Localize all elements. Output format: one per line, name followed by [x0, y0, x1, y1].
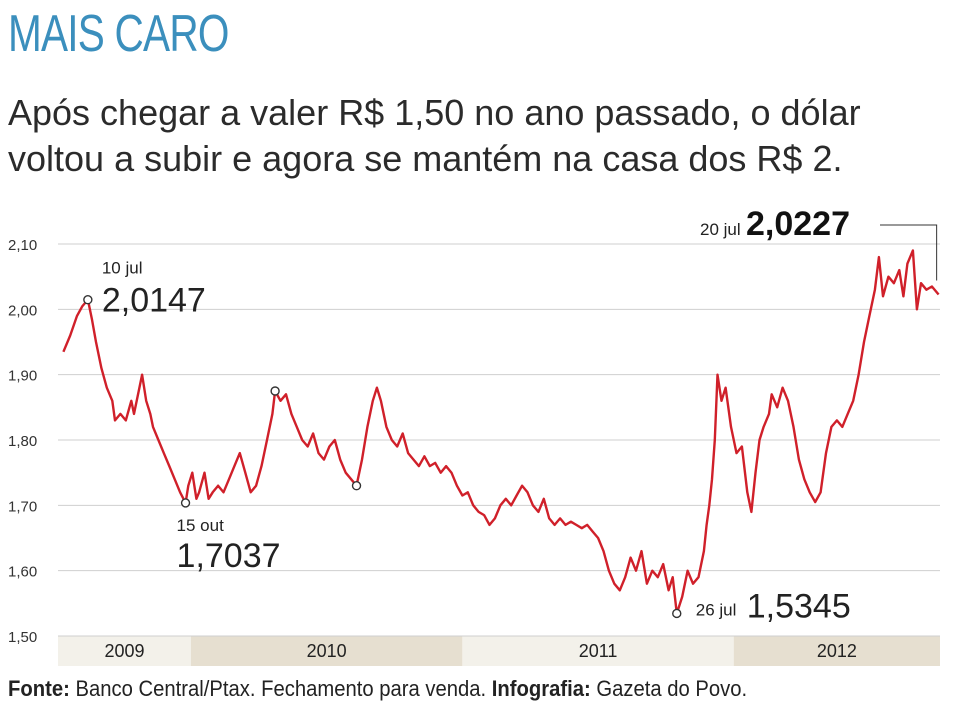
- annotation-value-3: 1,5345: [747, 587, 851, 625]
- year-band-2011: [462, 636, 734, 666]
- annotation-marker-3: [672, 608, 682, 619]
- extra-marker-1: [270, 386, 280, 396]
- graphics-text: Gazeta do Povo.: [596, 676, 748, 701]
- chart-footer: Fonte: Banco Central/Ptax. Fechamento pa…: [8, 676, 747, 702]
- source-label: Fonte:: [8, 676, 70, 701]
- annotation-date-1: 10 jul: [102, 259, 143, 278]
- year-band-label-2011: 2011: [579, 641, 618, 661]
- annotation-date-4: 20 jul: [700, 220, 741, 239]
- y-axis-ticks: 2,10 2,00 1,90 1,80 1,70 1,60 1,50: [8, 237, 37, 646]
- year-band-2009: [58, 636, 191, 666]
- annotation-date-3: 26 jul: [696, 600, 737, 619]
- year-band-2010: [190, 636, 463, 666]
- annotation-value-4: 2,0227: [746, 205, 850, 243]
- year-band-label-2009: 2009: [104, 641, 144, 661]
- source-text: Banco Central/Ptax. Fechamento para vend…: [75, 676, 487, 701]
- y-tick-2,00: 2,00: [8, 302, 37, 319]
- series-line-dolar: [62, 249, 940, 615]
- year-band-label-2012: 2012: [817, 641, 857, 661]
- year-band-2012: [733, 636, 940, 666]
- y-tick-1,70: 1,70: [8, 498, 37, 515]
- annotation-marker-1: [83, 295, 93, 305]
- series-layer: [62, 249, 940, 615]
- annotation-value-2: 1,7037: [177, 537, 281, 575]
- chart-subtitle: Após chegar a valer R$ 1,50 no ano passa…: [8, 92, 861, 179]
- line-chart: 2009 2010 2011 2012 2,10 2,00 1,90 1,80 1,70 1,6…: [8, 205, 940, 666]
- y-tick-2,10: 2,10: [8, 237, 37, 254]
- annotation-date-2: 15 out: [177, 516, 225, 535]
- annotation-markers: [83, 295, 682, 619]
- graphics-label: Infografia:: [491, 676, 591, 701]
- leader-line: [880, 224, 938, 281]
- annotations-layer: 10 jul 2,0147 15 out 1,7037 26 jul 1,5345 20 j…: [102, 205, 938, 625]
- y-tick-1,60: 1,60: [8, 564, 37, 581]
- year-bands: 2009 2010 2011 2012: [58, 636, 940, 666]
- grid-lines: [58, 243, 940, 637]
- extra-marker-2: [351, 481, 362, 491]
- y-tick-1,90: 1,90: [8, 368, 37, 385]
- year-band-label-2010: 2010: [307, 641, 347, 661]
- y-tick-1,80: 1,80: [8, 433, 37, 450]
- annotation-value-1: 2,0147: [102, 282, 206, 320]
- kicker-title: MAIS CARO: [8, 5, 229, 63]
- annotation-marker-2: [180, 498, 191, 508]
- y-tick-1,50: 1,50: [8, 629, 37, 646]
